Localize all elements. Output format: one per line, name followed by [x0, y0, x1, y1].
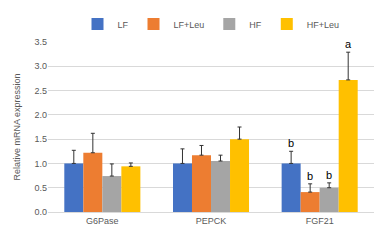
- svg-text:2.5: 2.5: [34, 86, 47, 96]
- svg-text:Relative mRNA expression: Relative mRNA expression: [12, 73, 22, 180]
- svg-text:3.5: 3.5: [34, 37, 47, 47]
- svg-text:b: b: [307, 170, 313, 182]
- svg-text:2.0: 2.0: [34, 110, 47, 120]
- svg-text:1.0: 1.0: [34, 159, 47, 169]
- svg-text:G6Pase: G6Pase: [86, 216, 119, 226]
- svg-text:b: b: [288, 137, 294, 149]
- svg-text:PEPCK: PEPCK: [196, 216, 227, 226]
- svg-text:HF: HF: [249, 20, 261, 30]
- svg-text:LF: LF: [118, 20, 129, 30]
- svg-text:b: b: [326, 169, 332, 181]
- svg-text:3.0: 3.0: [34, 61, 47, 71]
- svg-text:LF+Leu: LF+Leu: [174, 20, 205, 30]
- svg-text:0.0: 0.0: [34, 207, 47, 217]
- svg-text:0.5: 0.5: [34, 183, 47, 193]
- svg-text:a: a: [345, 38, 352, 50]
- svg-text:FGF21: FGF21: [306, 216, 334, 226]
- svg-text:1.5: 1.5: [34, 134, 47, 144]
- svg-text:HF+Leu: HF+Leu: [307, 20, 339, 30]
